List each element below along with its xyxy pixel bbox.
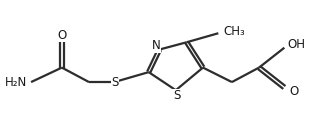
Text: O: O	[289, 85, 298, 98]
Text: S: S	[111, 76, 119, 89]
Text: OH: OH	[287, 38, 305, 51]
Text: CH₃: CH₃	[224, 25, 246, 38]
Text: S: S	[173, 89, 181, 102]
Text: H₂N: H₂N	[5, 76, 28, 89]
Text: O: O	[57, 28, 67, 42]
Text: N: N	[152, 39, 160, 52]
